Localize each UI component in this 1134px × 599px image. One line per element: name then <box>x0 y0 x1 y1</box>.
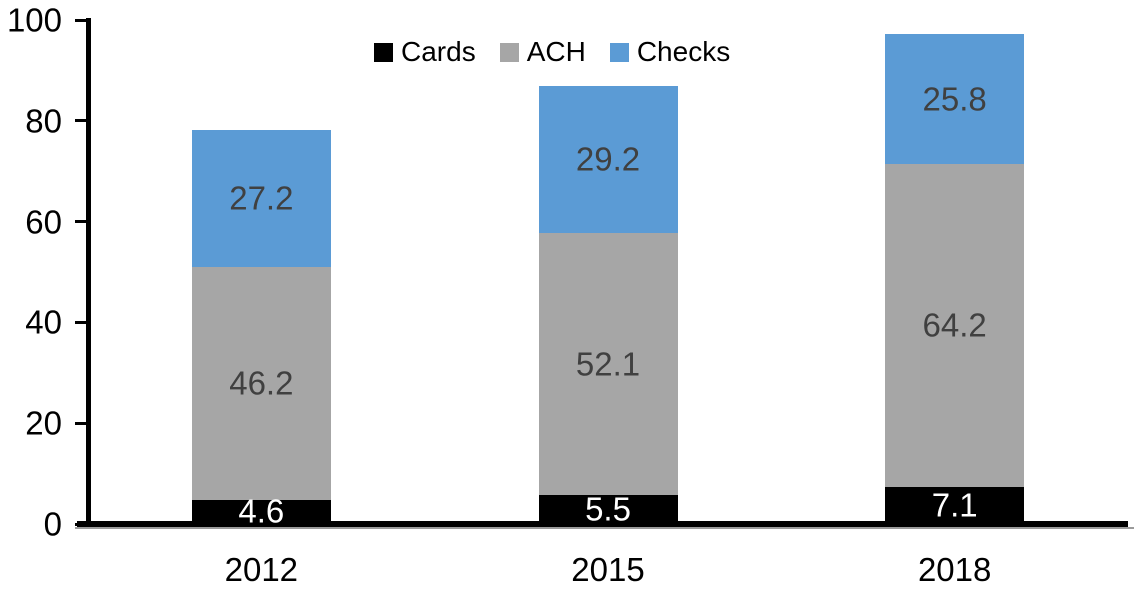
legend-label: ACH <box>526 36 586 67</box>
bar-value-label: 64.2 <box>922 306 987 344</box>
x-axis-line <box>77 521 1128 527</box>
y-tick-mark <box>75 220 88 224</box>
y-tick-label: 0 <box>43 505 62 543</box>
legend-swatch-icon <box>609 42 629 62</box>
y-tick-label: 60 <box>25 203 62 241</box>
y-tick-label: 80 <box>25 102 62 140</box>
bar-segment-cards-2012 <box>191 499 331 523</box>
bar-segment-cards-2015 <box>538 495 678 523</box>
y-tick-mark <box>75 320 88 324</box>
bar-value-label: 46.2 <box>229 364 294 402</box>
bar-segment-ach-2012 <box>191 266 331 500</box>
legend-swatch-icon <box>499 42 519 62</box>
bar-segment-ach-2018 <box>885 163 1025 488</box>
bar-value-label: 4.6 <box>238 492 285 530</box>
bar-value-label: 7.1 <box>931 486 978 524</box>
bar-value-label: 5.5 <box>585 490 631 528</box>
bar-value-label: 52.1 <box>575 345 641 383</box>
bar-segment-checks-2012 <box>191 129 331 267</box>
legend-label: Checks <box>636 36 731 67</box>
bar-value-label: 29.2 <box>575 140 641 178</box>
bar-segment-cards-2018 <box>885 487 1025 523</box>
legend-item-checks: Checks <box>609 36 731 67</box>
y-tick-mark <box>75 119 88 123</box>
x-axis-label: 2018 <box>917 551 992 588</box>
bar-segment-checks-2015 <box>538 85 678 233</box>
bar-segment-checks-2018 <box>885 33 1025 164</box>
x-axis-label: 2015 <box>571 551 645 588</box>
bar-segment-ach-2015 <box>538 232 678 496</box>
y-tick-label: 20 <box>25 404 62 442</box>
legend-item-ach: ACH <box>499 36 586 67</box>
y-tick-label: 100 <box>6 1 62 39</box>
y-tick-label: 40 <box>25 303 62 341</box>
legend-swatch-icon <box>374 42 393 62</box>
bar-value-label: 25.8 <box>922 80 987 118</box>
x-axis-label: 2012 <box>224 551 299 588</box>
x-axis-shadow-line <box>75 527 1134 529</box>
y-axis-line <box>86 18 91 527</box>
y-tick-mark <box>75 18 88 22</box>
legend-label: Cards <box>401 36 476 67</box>
chart-legend: Cards ACH Checks <box>374 38 730 66</box>
legend-item-cards: Cards <box>374 38 476 66</box>
y-tick-mark <box>75 421 88 425</box>
bar-value-label: 27.2 <box>229 179 294 217</box>
